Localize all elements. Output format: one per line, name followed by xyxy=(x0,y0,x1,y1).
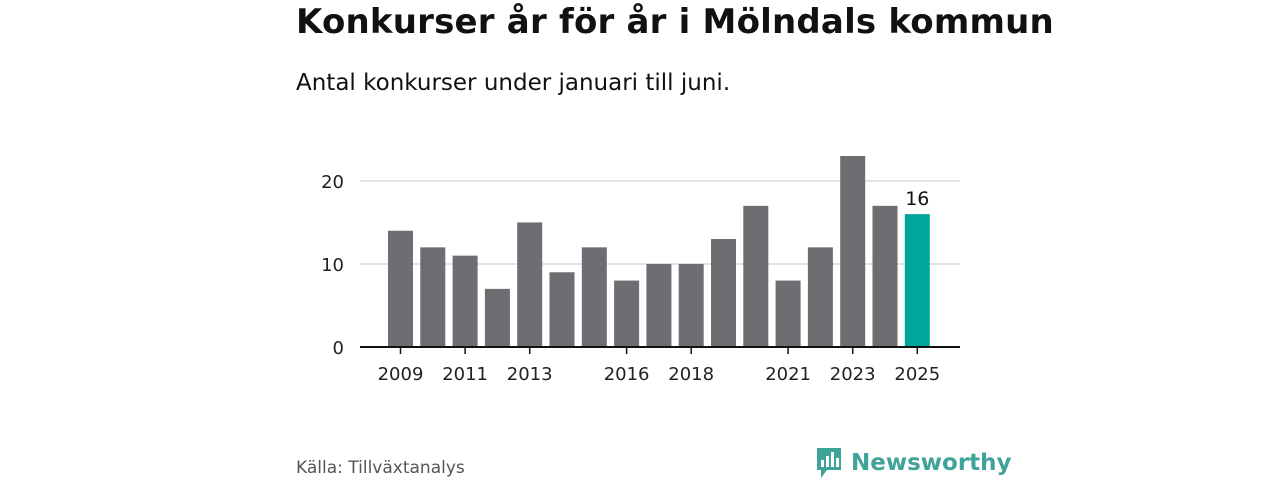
x-tick-label: 2025 xyxy=(894,364,940,385)
bar-2009 xyxy=(388,230,413,347)
x-tick-label: 2021 xyxy=(765,364,811,385)
chart-subtitle: Antal konkurser under januari till juni. xyxy=(296,70,731,96)
source-note: Källa: Tillväxtanalys xyxy=(296,458,465,478)
brand-name: Newsworthy xyxy=(851,450,1012,476)
x-tick-label: 2023 xyxy=(830,364,876,385)
gridlines xyxy=(360,180,960,265)
bar-2013 xyxy=(517,222,543,347)
bar-2022 xyxy=(807,247,833,347)
bar-2017 xyxy=(646,263,672,347)
bar-2014 xyxy=(549,272,575,347)
x-tick-label: 2013 xyxy=(507,364,553,385)
bar-2010 xyxy=(420,247,446,347)
x-tick-label: 2018 xyxy=(668,364,714,385)
bar-2016 xyxy=(614,280,640,347)
y-tick-label: 20 xyxy=(321,172,344,193)
x-tick-label: 2011 xyxy=(442,364,488,385)
bars xyxy=(388,156,930,347)
y-tick-label: 10 xyxy=(321,255,344,276)
brand-logo: Newsworthy xyxy=(815,446,1012,480)
bar-2018 xyxy=(678,263,704,347)
bar-chart-logo-icon xyxy=(817,448,841,478)
bar-2012 xyxy=(484,288,510,347)
bar-2011 xyxy=(452,255,478,347)
bar-2021 xyxy=(775,280,801,347)
bar-2023 xyxy=(840,156,866,347)
bar-2020 xyxy=(743,205,769,347)
data-label: 16 xyxy=(905,188,929,210)
x-tick-label: 2016 xyxy=(604,364,650,385)
y-tick-label: 0 xyxy=(333,338,344,359)
chart-title: Konkurser år för år i Mölndals kommun xyxy=(296,2,1054,42)
bar-2024 xyxy=(872,205,898,347)
bar-2019 xyxy=(711,239,736,347)
bar-2015 xyxy=(581,247,607,347)
x-tick-label: 2009 xyxy=(378,364,424,385)
bar-2025 xyxy=(904,214,930,347)
